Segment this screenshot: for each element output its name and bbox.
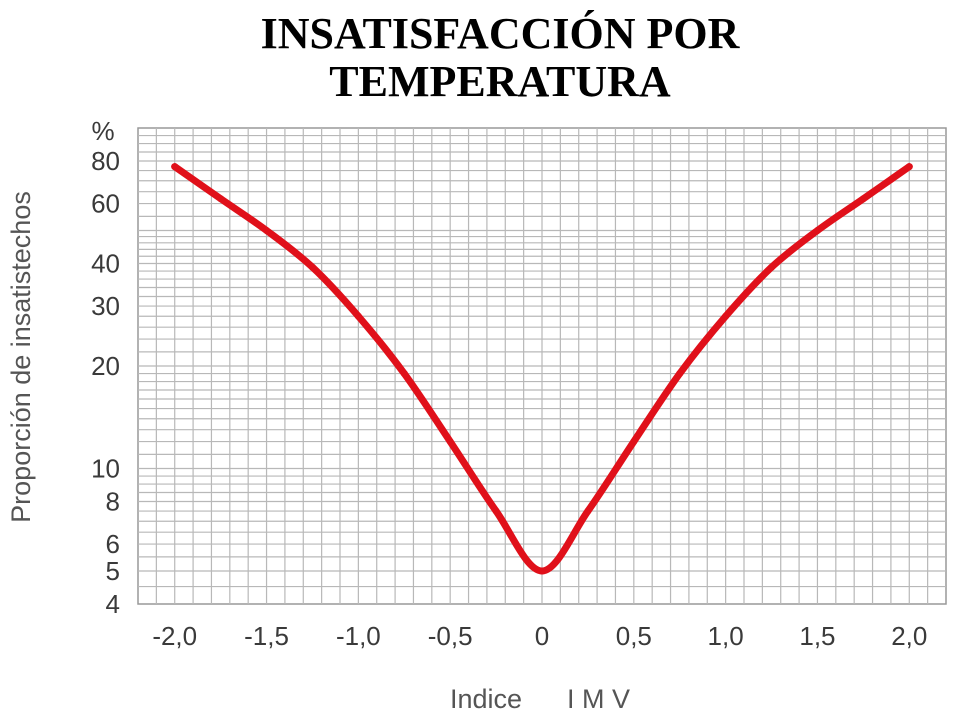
- y-tick-label: 8: [106, 486, 120, 516]
- series-point: [813, 227, 821, 235]
- y-tick-label: 5: [106, 556, 120, 586]
- series-point: [354, 312, 362, 320]
- series-point: [446, 438, 454, 446]
- series-point: [676, 370, 684, 378]
- x-tick-label: 1,5: [799, 621, 835, 651]
- y-tick-label: 80: [91, 146, 120, 176]
- series-point: [538, 567, 546, 575]
- y-tick-label: 4: [106, 589, 120, 619]
- chart-title: INSATISFACCIÓN POR TEMPERATURA: [0, 10, 960, 106]
- series-point: [217, 195, 225, 203]
- x-tick-label: 0,5: [616, 621, 652, 651]
- series-point: [584, 507, 592, 515]
- chart-title-line-1: INSATISFACCIÓN POR: [260, 9, 740, 58]
- series-point: [630, 438, 638, 446]
- x-tick-label: -1,0: [336, 621, 381, 651]
- x-tick-label: 2,0: [891, 621, 927, 651]
- series-point: [308, 263, 316, 271]
- series-point: [905, 163, 913, 171]
- series-point: [859, 195, 867, 203]
- series-point: [171, 163, 179, 171]
- y-tick-label: 10: [91, 454, 120, 484]
- x-tick-label: -1,5: [244, 621, 289, 651]
- series-points: [171, 163, 913, 575]
- x-tick-label: 0: [535, 621, 549, 651]
- series-point: [768, 263, 776, 271]
- x-tick-label: -0,5: [428, 621, 473, 651]
- y-tick-label: 60: [91, 189, 120, 219]
- grid-horizontal-lines: [138, 134, 946, 588]
- x-axis-label: Indice I M V: [450, 684, 630, 714]
- y-tick-label: 40: [91, 248, 120, 278]
- series-point: [492, 507, 500, 515]
- y-tick-labels: 456 810 20 30 40 60 80: [91, 146, 120, 619]
- y-axis-label: Proporción de insatistechos: [6, 191, 36, 523]
- series-point: [263, 227, 271, 235]
- series-point: [400, 370, 408, 378]
- y-unit-label: %: [91, 116, 114, 146]
- x-tick-labels: -2,0 -1,5 -1,0 -0,5 0 0,5 1,0 1,5 2,0: [152, 621, 927, 651]
- x-tick-label: -2,0: [152, 621, 197, 651]
- y-tick-label: 30: [91, 291, 120, 321]
- chart-title-line-2: TEMPERATURA: [329, 57, 671, 106]
- series-point: [722, 312, 730, 320]
- y-tick-label: 6: [106, 529, 120, 559]
- y-tick-label: 20: [91, 351, 120, 381]
- x-tick-label: 1,0: [708, 621, 744, 651]
